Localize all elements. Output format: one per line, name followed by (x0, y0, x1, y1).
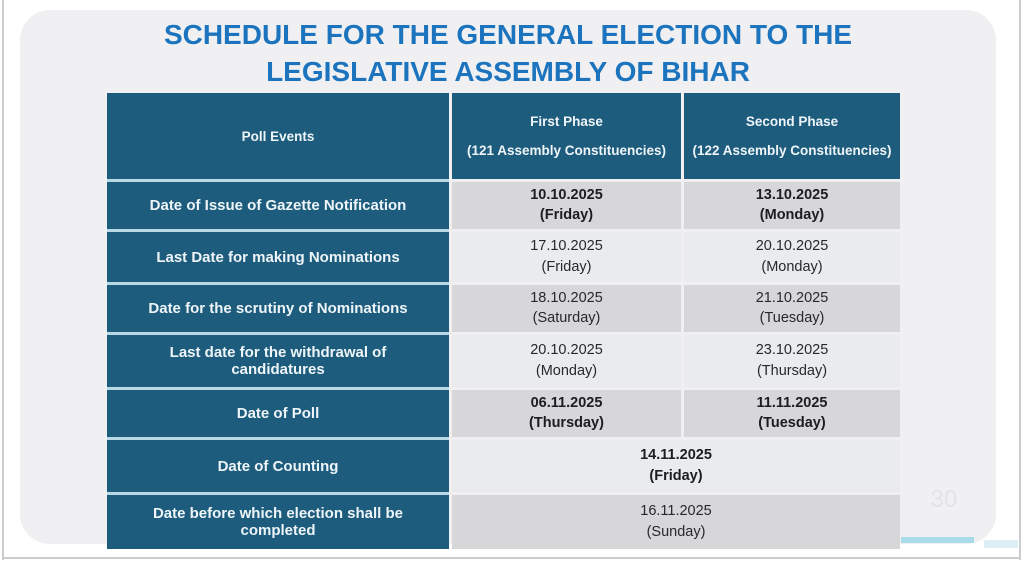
header-second-phase-constituencies: (122 Assembly Constituencies) (692, 143, 892, 158)
date-value: 11.11.2025 (756, 395, 828, 412)
cell-withdrawal-first-phase: 20.10.2025 (Monday) (452, 335, 681, 387)
cell-poll-first-phase: 06.11.2025 (Thursday) (452, 390, 681, 437)
cell-gazette-second-phase: 13.10.2025 (Monday) (684, 182, 900, 229)
day-value: (Saturday) (532, 309, 601, 326)
cell-counting-merged: 14.11.2025 (Friday) (452, 440, 900, 492)
page-number: 30 (930, 486, 958, 513)
day-value: (Thursday) (529, 414, 604, 431)
schedule-table: Poll Events First Phase (121 Assembly Co… (107, 93, 900, 549)
title-line-2: LEGISLATIVE ASSEMBLY OF BIHAR (266, 56, 750, 87)
title-line-1: SCHEDULE FOR THE GENERAL ELECTION TO THE (163, 19, 853, 50)
row-event-election-completed: Date before which election shall be comp… (107, 495, 449, 549)
event-label: Date of Issue of Gazette Notification (149, 197, 407, 214)
day-value: (Tuesday) (758, 414, 826, 431)
event-label: Last date for the withdrawal of candidat… (169, 344, 387, 378)
date-value: 13.10.2025 (755, 187, 829, 204)
cell-nominations-first-phase: 17.10.2025 (Friday) (452, 232, 681, 282)
accent-bar (901, 537, 974, 543)
cell-scrutiny-second-phase: 21.10.2025 (Tuesday) (684, 285, 900, 332)
row-event-making-nominations: Last Date for making Nominations (107, 232, 449, 282)
slide-title: SCHEDULE FOR THE GENERAL ELECTION TO THE… (20, 16, 996, 90)
cell-scrutiny-first-phase: 18.10.2025 (Saturday) (452, 285, 681, 332)
row-event-scrutiny-nominations: Date for the scrutiny of Nominations (107, 285, 449, 332)
date-value: 06.11.2025 (530, 395, 603, 412)
date-value: 17.10.2025 (530, 238, 603, 255)
header-poll-events: Poll Events (107, 93, 449, 179)
cell-withdrawal-second-phase: 23.10.2025 (Thursday) (684, 335, 900, 387)
date-value: 18.10.2025 (530, 290, 603, 307)
event-label: Date before which election shall be comp… (152, 505, 404, 539)
day-value: (Thursday) (756, 363, 828, 379)
header-first-phase-constituencies: (121 Assembly Constituencies) (466, 143, 667, 158)
day-value: (Friday) (649, 468, 703, 484)
row-event-date-of-counting: Date of Counting (107, 440, 449, 492)
page-left-border (2, 0, 4, 560)
page-bottom-border (2, 557, 1021, 559)
day-value: (Friday) (541, 258, 592, 275)
day-value: (Monday) (535, 363, 598, 379)
cell-completed-merged: 16.11.2025 (Sunday) (452, 495, 900, 549)
page-right-border (1019, 0, 1021, 560)
day-value: (Tuesday) (759, 309, 825, 326)
day-value: (Monday) (761, 258, 823, 275)
date-value: 14.11.2025 (640, 447, 712, 463)
event-label: Last Date for making Nominations (156, 248, 400, 266)
cell-poll-second-phase: 11.11.2025 (Tuesday) (684, 390, 900, 437)
header-poll-events-label: Poll Events (241, 128, 315, 144)
cell-gazette-first-phase: 10.10.2025 (Friday) (452, 182, 681, 229)
day-value: (Sunday) (646, 524, 706, 541)
event-label: Date for the scrutiny of Nominations (148, 300, 408, 317)
date-value: 21.10.2025 (755, 290, 829, 307)
date-value: 20.10.2025 (755, 238, 829, 255)
header-second-phase: Second Phase (122 Assembly Constituencie… (684, 93, 900, 179)
date-value: 20.10.2025 (530, 342, 603, 358)
event-label: Date of Poll (236, 405, 320, 422)
date-value: 23.10.2025 (755, 342, 829, 358)
day-value: (Friday) (539, 206, 594, 223)
day-value: (Monday) (759, 206, 825, 223)
row-event-gazette-notification: Date of Issue of Gazette Notification (107, 182, 449, 229)
row-event-withdrawal-candidatures: Last date for the withdrawal of candidat… (107, 335, 449, 387)
header-second-phase-name: Second Phase (745, 114, 839, 129)
cell-nominations-second-phase: 20.10.2025 (Monday) (684, 232, 900, 282)
accent-bar-faint (984, 540, 1018, 548)
header-first-phase: First Phase (121 Assembly Constituencies… (452, 93, 681, 179)
date-value: 10.10.2025 (530, 187, 603, 204)
row-event-date-of-poll: Date of Poll (107, 390, 449, 437)
event-label: Date of Counting (217, 457, 339, 475)
header-first-phase-name: First Phase (530, 114, 603, 129)
date-value: 16.11.2025 (640, 502, 712, 519)
